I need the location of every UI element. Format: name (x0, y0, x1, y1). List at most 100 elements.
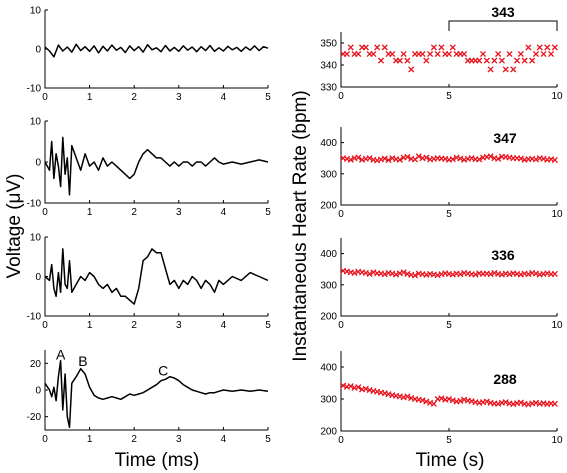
x-tick-label: 1 (87, 434, 93, 445)
rate-marker (449, 397, 456, 404)
rate-marker (506, 50, 513, 58)
rate-marker (502, 399, 509, 406)
heart-rate-1-panel: 0 5 10 330 340 350 343 (320, 4, 563, 102)
x-tick-label: 3 (176, 207, 182, 218)
rate-marker (502, 66, 509, 73)
rate-marker (472, 271, 479, 278)
rate-marker (404, 393, 411, 400)
rate-marker (381, 44, 388, 51)
x-tick-label: 5 (265, 207, 271, 218)
rate-marker (347, 383, 354, 390)
rate-marker (415, 153, 422, 160)
rate-marker (438, 395, 445, 402)
x-tick-label: 1 (87, 92, 93, 103)
rate-marker (408, 66, 415, 73)
x-tick-label: 5 (265, 92, 271, 103)
heart-rate-3-axes (340, 238, 557, 317)
x-tick-label: 2 (131, 320, 137, 331)
average-bracket (448, 20, 558, 31)
x-tick-label: 0 (338, 435, 344, 446)
y-tick-label: -10 (27, 199, 42, 210)
left-x-axis-label: Time (ms) (115, 450, 200, 471)
x-tick-label: 0 (42, 92, 48, 103)
rate-marker (521, 57, 528, 64)
x-tick-label: 3 (176, 434, 182, 445)
rate-marker (366, 270, 373, 277)
average-rate-label: 336 (491, 247, 515, 263)
x-tick-label: 5 (446, 320, 452, 331)
rate-marker (340, 382, 347, 389)
x-tick-label: 4 (221, 320, 227, 331)
average-rate-label: 347 (493, 130, 517, 146)
x-tick-label: 5 (446, 209, 452, 220)
rate-marker (347, 44, 354, 51)
voltage-1-trace (44, 43, 269, 58)
rate-marker (381, 271, 388, 278)
rate-marker (430, 400, 437, 407)
rate-marker (483, 57, 490, 64)
rate-marker (479, 50, 487, 58)
x-tick-label: 5 (265, 320, 271, 331)
x-tick-label: 10 (551, 91, 563, 102)
heart-rate-3-panel: 0 5 10 200 300 400 336 (320, 238, 563, 331)
rate-marker (495, 155, 502, 162)
rate-marker (381, 155, 388, 162)
y-tick-label: 200 (320, 427, 337, 438)
x-tick-label: 3 (176, 320, 182, 331)
rate-marker (393, 271, 400, 278)
average-rate-label: 288 (493, 371, 517, 387)
right-y-axis-label: Instantaneous Heart Rate (bpm) (290, 90, 311, 361)
rate-marker (544, 44, 551, 51)
rate-marker (457, 397, 464, 404)
rate-marker (551, 157, 558, 164)
rate-marker (525, 44, 532, 51)
rate-marker (419, 397, 426, 404)
y-tick-label: 330 (320, 83, 337, 94)
rate-marker (517, 50, 524, 58)
rate-marker (483, 398, 490, 405)
rate-marker (389, 50, 396, 58)
rate-marker (532, 50, 539, 58)
left-y-axis-label: Voltage (μV) (4, 174, 25, 279)
y-tick-label: 400 (320, 363, 337, 374)
y-tick-label: -10 (27, 312, 42, 323)
y-tick-label: 10 (30, 233, 42, 244)
x-tick-label: 4 (221, 92, 227, 103)
rate-marker (347, 156, 354, 163)
rate-marker (476, 156, 483, 163)
rate-marker (445, 395, 453, 403)
x-tick-label: 2 (131, 434, 137, 445)
y-tick-label: -20 (27, 412, 42, 423)
x-tick-label: 5 (446, 91, 452, 102)
rate-marker (487, 271, 494, 278)
rate-marker (548, 50, 555, 58)
rate-marker (355, 154, 362, 161)
y-tick-label: 340 (320, 61, 337, 72)
y-tick-label: 400 (320, 138, 337, 149)
x-tick-label: 2 (131, 92, 137, 103)
peak-label-b: B (78, 353, 87, 369)
y-tick-label: 200 (320, 312, 337, 323)
rate-marker (366, 155, 373, 162)
y-tick-label: 0 (35, 386, 41, 397)
rate-marker (510, 66, 517, 73)
average-rate-label: 343 (491, 4, 515, 20)
x-tick-label: 0 (338, 209, 344, 220)
rate-marker (370, 50, 377, 58)
rate-marker (404, 57, 411, 64)
x-tick-label: 10 (551, 209, 563, 220)
rate-marker (411, 272, 419, 279)
rate-marker (377, 57, 385, 64)
x-tick-label: 1 (87, 207, 93, 218)
y-tick-label: 10 (30, 6, 42, 17)
rate-marker (430, 44, 437, 51)
rate-marker (374, 44, 381, 51)
rate-marker (540, 50, 547, 58)
rate-marker (532, 156, 539, 163)
rate-marker (434, 50, 441, 58)
